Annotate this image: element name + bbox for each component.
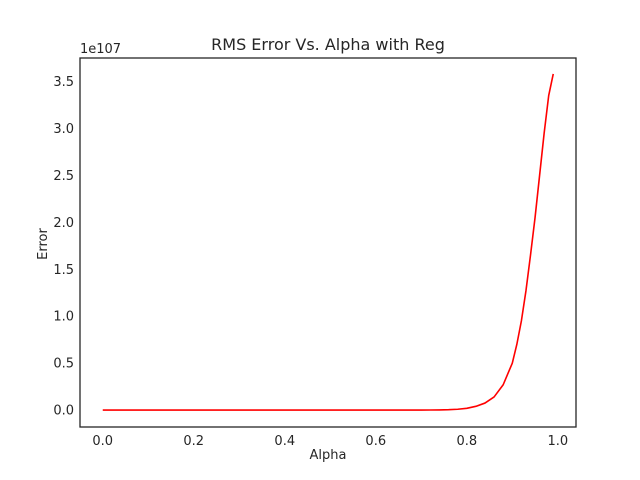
y-tick-label: 0.0: [53, 404, 74, 419]
x-tick-label: 0.0: [92, 434, 113, 449]
x-axis-label: Alpha: [310, 448, 347, 463]
y-tick-label: 2.5: [53, 169, 74, 184]
y-tick-label: 1.5: [53, 263, 74, 278]
y-tick-label: 1.0: [53, 310, 74, 325]
x-tick-label: 0.4: [274, 434, 295, 449]
x-tick-label: 0.6: [365, 434, 386, 449]
y-axis-label: Error: [36, 228, 51, 260]
plot-frame: [79, 57, 577, 428]
x-tick-label: 1.0: [547, 434, 568, 449]
x-tick-label: 0.2: [183, 434, 204, 449]
chart-title: RMS Error Vs. Alpha with Reg: [211, 35, 445, 54]
y-offset-label: 1e107: [80, 42, 121, 57]
series-line-0: [102, 73, 555, 411]
y-tick-label: 3.5: [53, 75, 74, 90]
plot-area: 0.0 0.2 0.4 0.6 0.8 1.0 0.0 0.5 1.0 1.5 2.0 2.5 3.0 3…: [53, 57, 577, 449]
y-tick-label: 0.5: [53, 357, 74, 372]
y-tick-label: 2.0: [53, 216, 74, 231]
y-tick-label: 3.0: [53, 122, 74, 137]
x-tick-label: 0.8: [456, 434, 477, 449]
